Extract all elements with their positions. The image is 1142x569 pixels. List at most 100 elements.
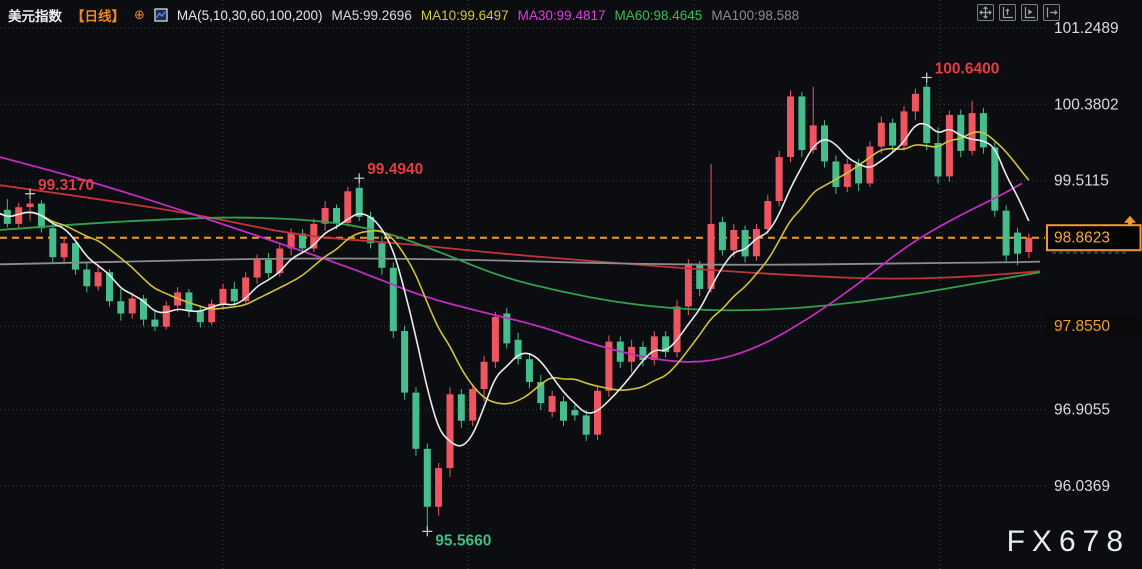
- candle: [628, 339, 636, 373]
- candle: [151, 310, 159, 332]
- scroll-to-latest-icon[interactable]: [1124, 215, 1136, 226]
- candle: [821, 120, 828, 168]
- axis-price-label: 101.2489: [1054, 20, 1119, 37]
- candle: [787, 90, 794, 163]
- ma-line-ma10: [0, 131, 1030, 405]
- candle: [537, 375, 545, 411]
- svg-text:100.6400: 100.6400: [935, 61, 1000, 78]
- candle: [979, 107, 987, 154]
- svg-text:95.5660: 95.5660: [435, 532, 491, 549]
- candle: [457, 389, 465, 428]
- candle: [117, 288, 125, 321]
- candle: [934, 127, 942, 184]
- candle: [140, 295, 147, 326]
- candle: [3, 199, 11, 228]
- candle: [991, 142, 999, 217]
- candle: [696, 260, 704, 296]
- axis-price-label: 96.9055: [1054, 402, 1110, 419]
- candle: [832, 155, 840, 194]
- ma-settings-label[interactable]: MA(5,10,30,60,100,200): [176, 7, 323, 23]
- candle: [809, 86, 817, 154]
- svg-text:98.8623: 98.8623: [1054, 230, 1110, 247]
- candle: [128, 292, 136, 319]
- candle: [548, 390, 556, 418]
- candle: [208, 299, 216, 325]
- price-marker: 95.5660: [422, 526, 491, 549]
- candle: [775, 150, 783, 207]
- candle: [707, 164, 715, 293]
- axis-price-label: 97.8550: [1054, 318, 1110, 335]
- candle: [605, 335, 613, 397]
- svg-text:99.4940: 99.4940: [367, 161, 423, 178]
- chart-header: 美元指数 【日线】 ⊕ MA(5,10,30,60,100,200) MA5:9…: [8, 5, 799, 25]
- axis-label-box: [1047, 315, 1141, 338]
- svg-text:99.3170: 99.3170: [38, 177, 94, 194]
- candle: [560, 396, 567, 426]
- candle: [650, 331, 658, 366]
- candle: [582, 410, 590, 441]
- chart-toolbar: [977, 4, 1060, 21]
- price-marker: 99.4940: [354, 161, 423, 184]
- axis-price-label: 100.3802: [1054, 96, 1119, 113]
- fx678-watermark: FX678: [1006, 525, 1130, 558]
- candle: [945, 110, 953, 182]
- candle: [333, 204, 340, 230]
- candle: [900, 106, 908, 151]
- candle: [798, 92, 806, 158]
- axis-play-icon[interactable]: [1021, 4, 1038, 21]
- candle: [764, 194, 772, 235]
- candle: [412, 387, 420, 456]
- current-price-label: 98.8623: [1046, 215, 1142, 254]
- panel-arrow-right-icon[interactable]: [1043, 4, 1060, 21]
- candle: [662, 331, 670, 358]
- candle: [911, 88, 919, 121]
- pan-icon[interactable]: [977, 4, 994, 21]
- timeframe-label[interactable]: 【日线】: [71, 9, 125, 24]
- candle: [1025, 233, 1033, 259]
- ma10-value: MA10:99.6497: [420, 7, 509, 23]
- candle: [26, 197, 34, 222]
- candle: [264, 252, 272, 279]
- candle: [321, 201, 329, 231]
- candle: [230, 281, 238, 307]
- axis-scale-up-icon[interactable]: [999, 4, 1016, 21]
- axis-price-label: 99.5115: [1054, 173, 1109, 190]
- add-indicator-icon[interactable]: ⊕: [134, 7, 145, 22]
- candle: [1014, 228, 1021, 266]
- ma5-value: MA5:99.2696: [331, 7, 412, 23]
- candle: [514, 332, 522, 365]
- candle: [196, 305, 204, 328]
- candle: [866, 141, 874, 187]
- candle: [923, 81, 931, 150]
- candle: [480, 355, 488, 402]
- candle: [594, 385, 601, 440]
- symbol-name: 美元指数: [8, 9, 62, 24]
- candle: [94, 264, 102, 291]
- gridlines: [0, 0, 1048, 569]
- indicator-icon[interactable]: [154, 8, 168, 22]
- candle: [469, 383, 477, 426]
- candle: [491, 311, 499, 368]
- candle: [752, 223, 760, 261]
- candle: [639, 341, 647, 367]
- candle: [730, 223, 738, 258]
- candle: [423, 443, 431, 528]
- price-marker: 100.6400: [921, 61, 1000, 83]
- candles-layer: [3, 81, 1033, 528]
- candle: [843, 158, 851, 193]
- ma100-value: MA100:98.588: [711, 7, 800, 23]
- candle: [83, 262, 91, 293]
- candle: [1002, 205, 1010, 263]
- candle: [718, 216, 726, 256]
- candle: [877, 116, 885, 154]
- candle: [242, 272, 250, 305]
- candle: [968, 100, 976, 156]
- candle: [355, 182, 363, 222]
- candle: [162, 301, 170, 330]
- candle: [446, 387, 454, 477]
- candle: [571, 404, 579, 421]
- ma-line-ma100: [0, 257, 1041, 266]
- candle: [49, 223, 57, 263]
